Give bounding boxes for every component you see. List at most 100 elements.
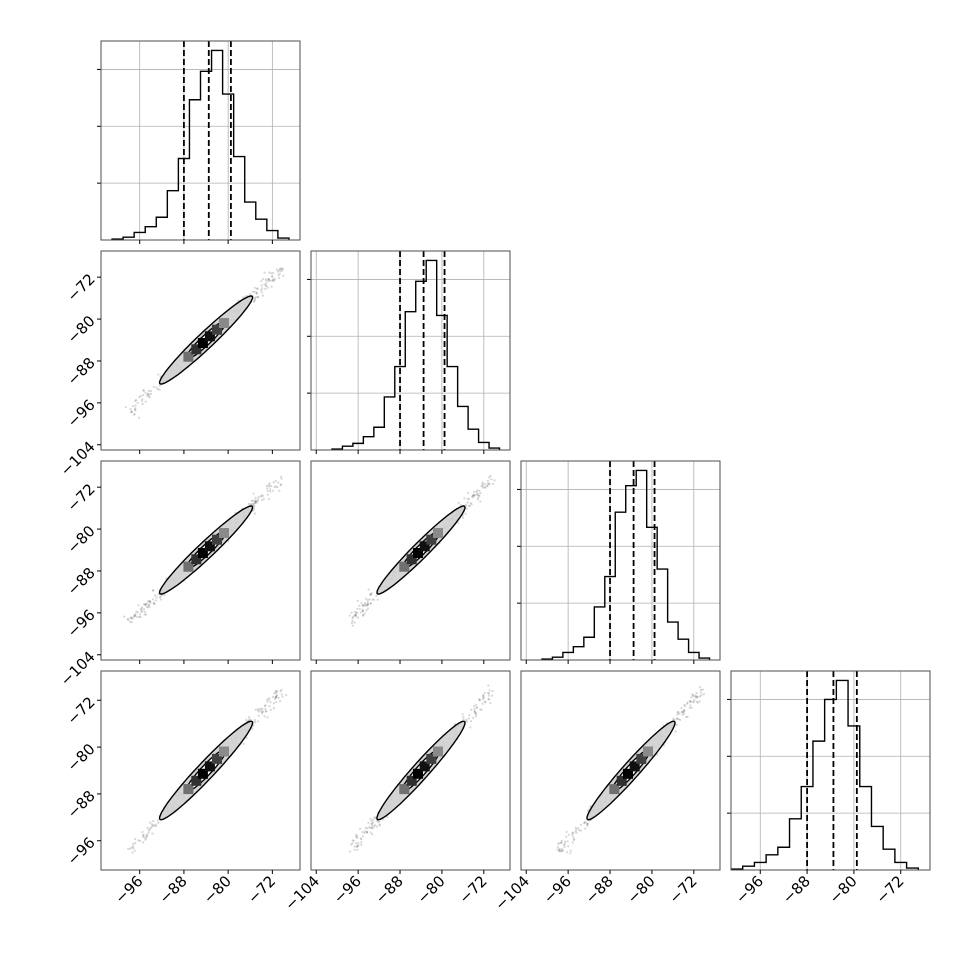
sample-point <box>142 834 145 837</box>
sample-point <box>481 486 484 489</box>
sample-point <box>469 720 473 723</box>
sample-point <box>369 593 372 596</box>
sample-point <box>373 825 376 828</box>
sample-point <box>369 826 372 829</box>
sample-point <box>473 710 476 713</box>
density-square <box>413 768 423 779</box>
sample-point <box>475 490 478 493</box>
sample-point <box>143 608 146 611</box>
sample-point <box>683 710 686 713</box>
density-square <box>183 784 194 795</box>
sample-point <box>256 296 260 299</box>
xtick-label-1-0: −104 <box>281 872 323 914</box>
sample-point <box>361 604 364 607</box>
sample-point <box>370 819 373 823</box>
sample-point <box>253 290 256 293</box>
sample-point <box>268 482 271 485</box>
sample-point <box>251 727 254 730</box>
sample-point <box>693 698 696 702</box>
sample-point <box>133 408 137 411</box>
histogram-0 <box>111 49 290 240</box>
panel-1-2 <box>310 460 511 664</box>
density-square <box>212 753 222 764</box>
panel-0-3 <box>97 670 301 874</box>
sample-point <box>572 832 575 835</box>
sample-point <box>274 696 277 699</box>
sample-point <box>147 395 150 398</box>
sample-point <box>147 603 151 607</box>
sample-point <box>489 474 492 477</box>
sample-point <box>378 824 382 827</box>
ytick-label-1-0: −104 <box>57 438 99 480</box>
panel-content-1-3 <box>348 684 494 853</box>
sample-point <box>487 684 490 687</box>
density-square <box>643 746 653 757</box>
ytick-label-1-1: −96 <box>64 396 99 431</box>
sample-point <box>157 819 160 822</box>
sample-point <box>482 696 485 700</box>
sample-point <box>566 851 569 854</box>
sample-point <box>353 848 356 851</box>
sample-point <box>263 271 266 274</box>
sample-point <box>483 691 486 695</box>
sample-point <box>269 701 272 704</box>
sample-point <box>356 844 359 847</box>
sample-point <box>281 269 284 272</box>
xtick-label-1-3: −80 <box>414 872 449 907</box>
panel-3-3 <box>727 670 931 874</box>
sample-point <box>467 504 470 507</box>
sample-point <box>138 615 141 619</box>
sample-point <box>142 835 145 839</box>
sample-point <box>365 831 368 834</box>
sample-point <box>148 600 151 603</box>
sample-point <box>143 613 146 616</box>
sample-point <box>261 278 265 281</box>
sample-point <box>702 693 706 696</box>
sample-point <box>263 283 266 286</box>
sample-point <box>256 287 259 290</box>
sample-point <box>129 408 132 411</box>
sample-point <box>571 841 574 844</box>
sample-point <box>560 841 563 844</box>
ytick-label-1-2: −88 <box>64 354 99 389</box>
sample-point <box>144 391 147 394</box>
sample-point <box>366 607 369 610</box>
sample-point <box>559 850 563 853</box>
sample-point <box>154 599 157 602</box>
xtick-label-2-4: −72 <box>666 872 701 907</box>
sample-point <box>275 485 278 488</box>
panel-content-1-1 <box>311 251 510 450</box>
sample-point <box>267 278 270 281</box>
sample-point <box>695 695 699 698</box>
sample-point <box>356 848 359 851</box>
sample-point <box>278 269 281 272</box>
sample-point <box>142 603 146 606</box>
sample-point <box>268 485 271 488</box>
sample-point <box>255 291 258 294</box>
sample-point <box>248 716 251 719</box>
sample-point <box>269 490 272 493</box>
sample-point <box>364 826 367 829</box>
sample-point <box>358 607 361 610</box>
sample-point <box>486 479 489 482</box>
sample-point <box>474 712 478 715</box>
sample-point <box>130 621 133 624</box>
sample-point <box>260 712 264 715</box>
sample-point <box>281 268 284 271</box>
sample-point <box>254 499 257 502</box>
sample-point <box>374 816 377 819</box>
sample-point <box>132 845 135 848</box>
sample-point <box>266 493 269 496</box>
sample-point <box>276 486 279 489</box>
sample-point <box>689 700 692 703</box>
sample-point <box>253 512 256 515</box>
sample-point <box>571 833 574 837</box>
panel-2-3 <box>520 670 721 874</box>
sample-point <box>248 718 251 721</box>
sample-point <box>134 407 137 410</box>
sample-point <box>149 389 152 393</box>
sample-point <box>360 611 363 614</box>
density-square <box>636 753 647 764</box>
sample-point <box>487 698 490 701</box>
sample-point <box>140 608 143 611</box>
